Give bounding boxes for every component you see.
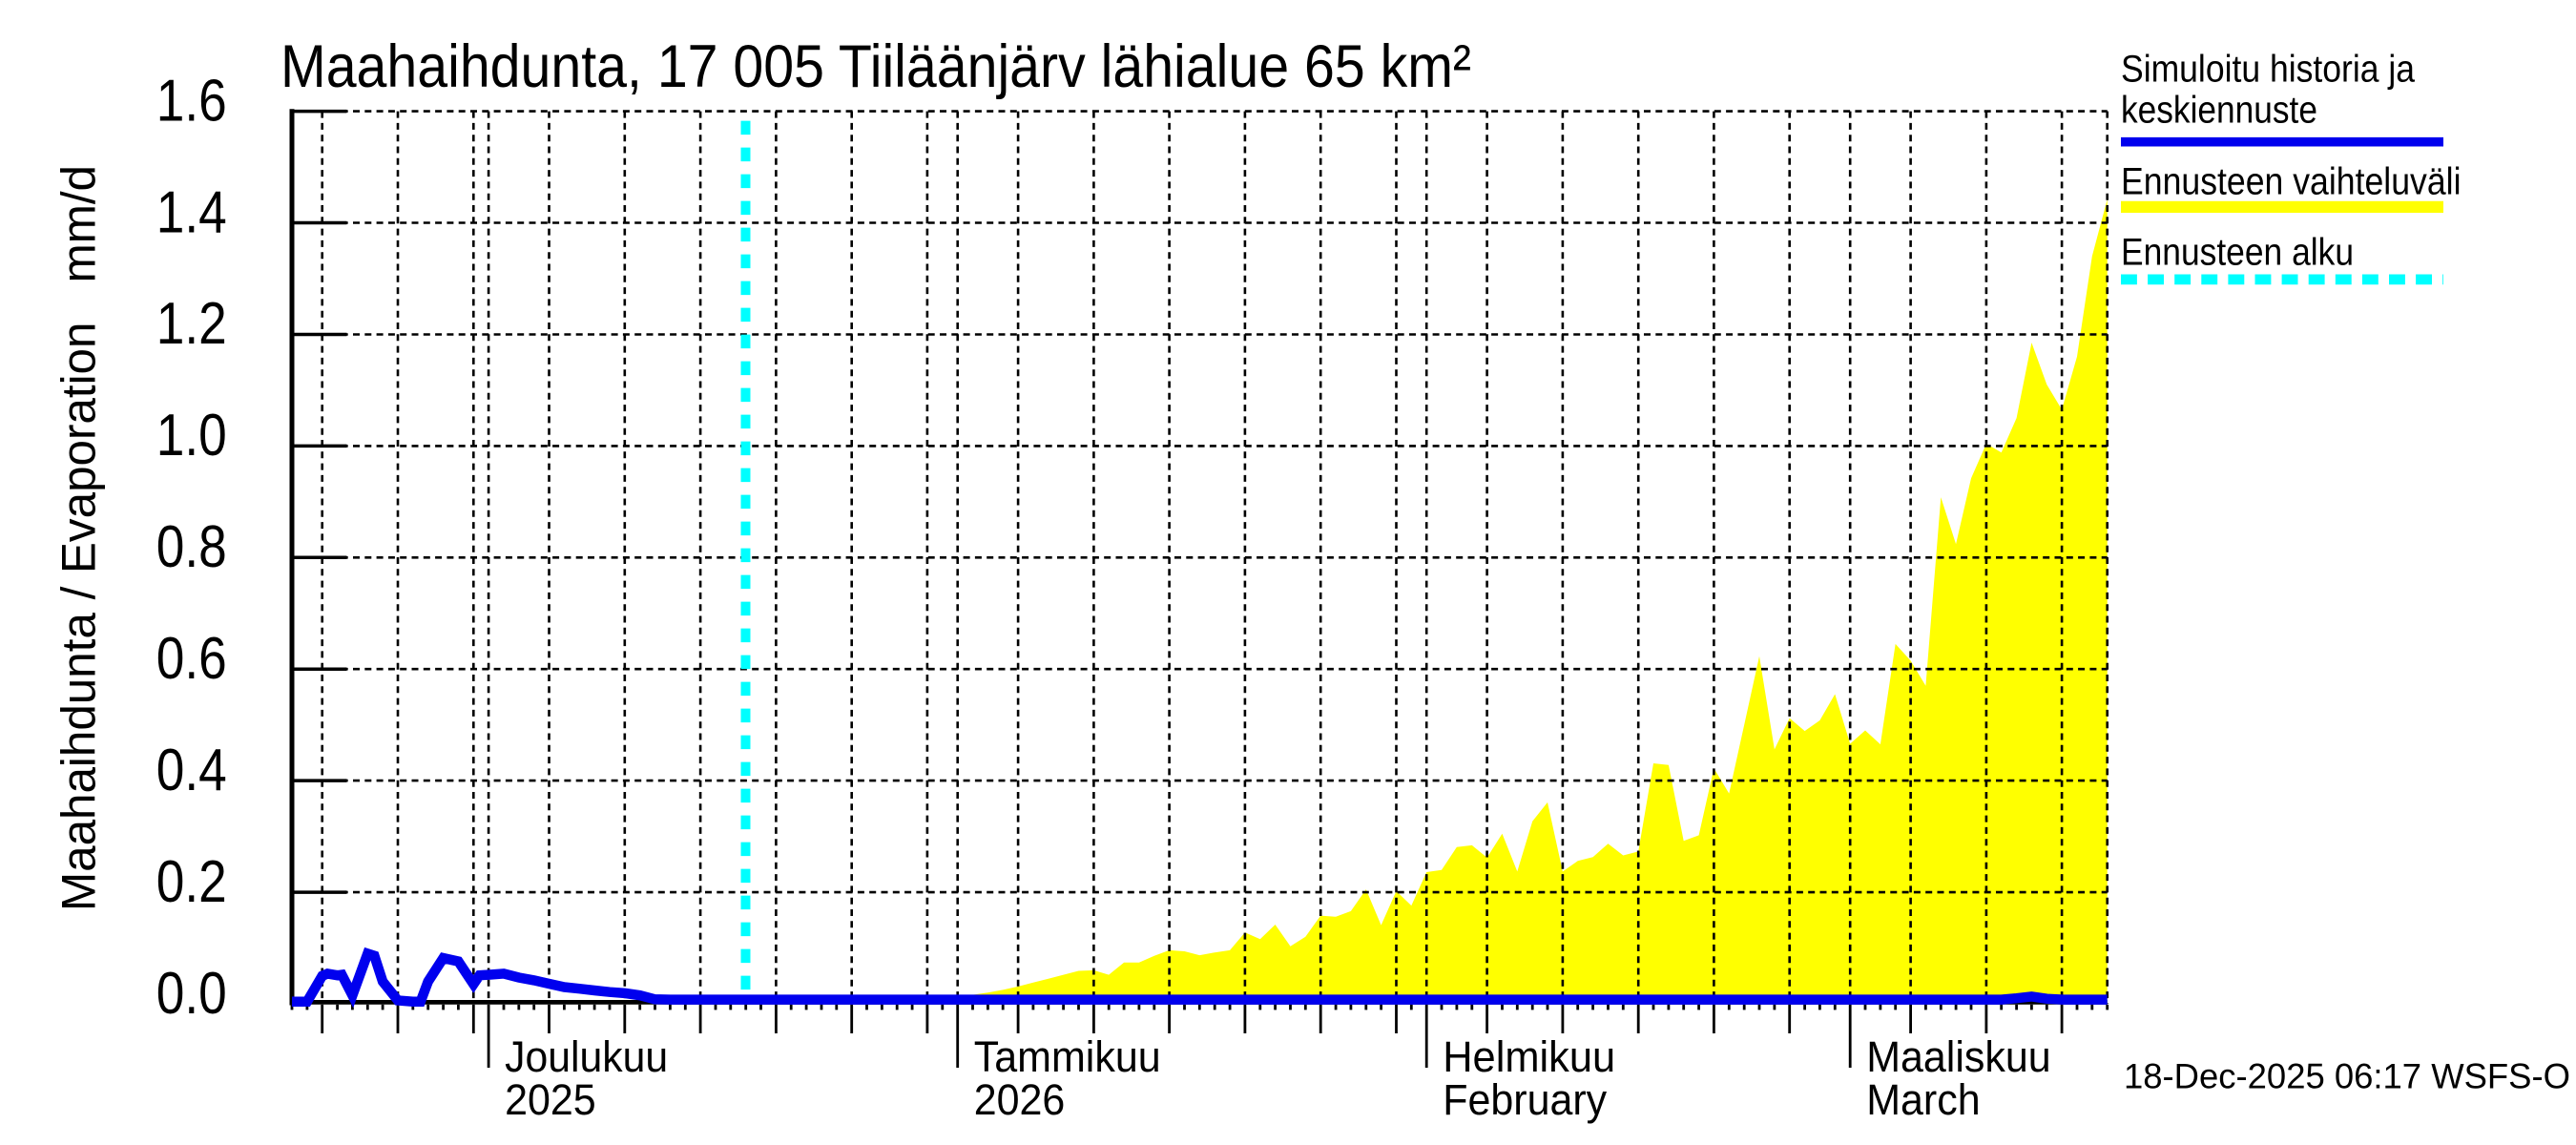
svg-text:Maahaihdunta, 17 005 Tiiläänjä: Maahaihdunta, 17 005 Tiiläänjärv lähialu…: [280, 33, 1471, 100]
svg-text:Maahaihdunta / Evaporation m: Maahaihdunta / Evaporation mm/d: [52, 165, 106, 911]
svg-text:0.6: 0.6: [156, 626, 227, 692]
svg-text:2026: 2026: [974, 1075, 1066, 1124]
svg-text:Joulukuu: Joulukuu: [505, 1032, 668, 1081]
svg-text:0.4: 0.4: [156, 738, 227, 803]
svg-text:18-Dec-2025 06:17 WSFS-O: 18-Dec-2025 06:17 WSFS-O: [2124, 1056, 2570, 1095]
svg-text:0.8: 0.8: [156, 514, 227, 580]
svg-text:March: March: [1866, 1075, 1981, 1124]
svg-text:Maaliskuu: Maaliskuu: [1866, 1032, 2051, 1081]
svg-text:1.6: 1.6: [156, 68, 227, 134]
svg-text:1.0: 1.0: [156, 403, 227, 468]
svg-text:Tammikuu: Tammikuu: [974, 1032, 1161, 1081]
svg-text:February: February: [1443, 1075, 1607, 1124]
svg-text:Ennusteen alku: Ennusteen alku: [2121, 232, 2354, 274]
svg-text:Simuloitu historia ja: Simuloitu historia ja: [2121, 49, 2416, 91]
svg-text:0.0: 0.0: [156, 961, 227, 1027]
svg-text:keskiennuste: keskiennuste: [2121, 89, 2317, 131]
svg-text:1.2: 1.2: [156, 291, 227, 357]
svg-text:Helmikuu: Helmikuu: [1443, 1032, 1615, 1081]
svg-text:1.4: 1.4: [156, 179, 227, 245]
svg-text:2025: 2025: [505, 1075, 596, 1124]
svg-text:Ennusteen vaihteluväli: Ennusteen vaihteluväli: [2121, 161, 2462, 203]
svg-text:0.2: 0.2: [156, 849, 227, 915]
